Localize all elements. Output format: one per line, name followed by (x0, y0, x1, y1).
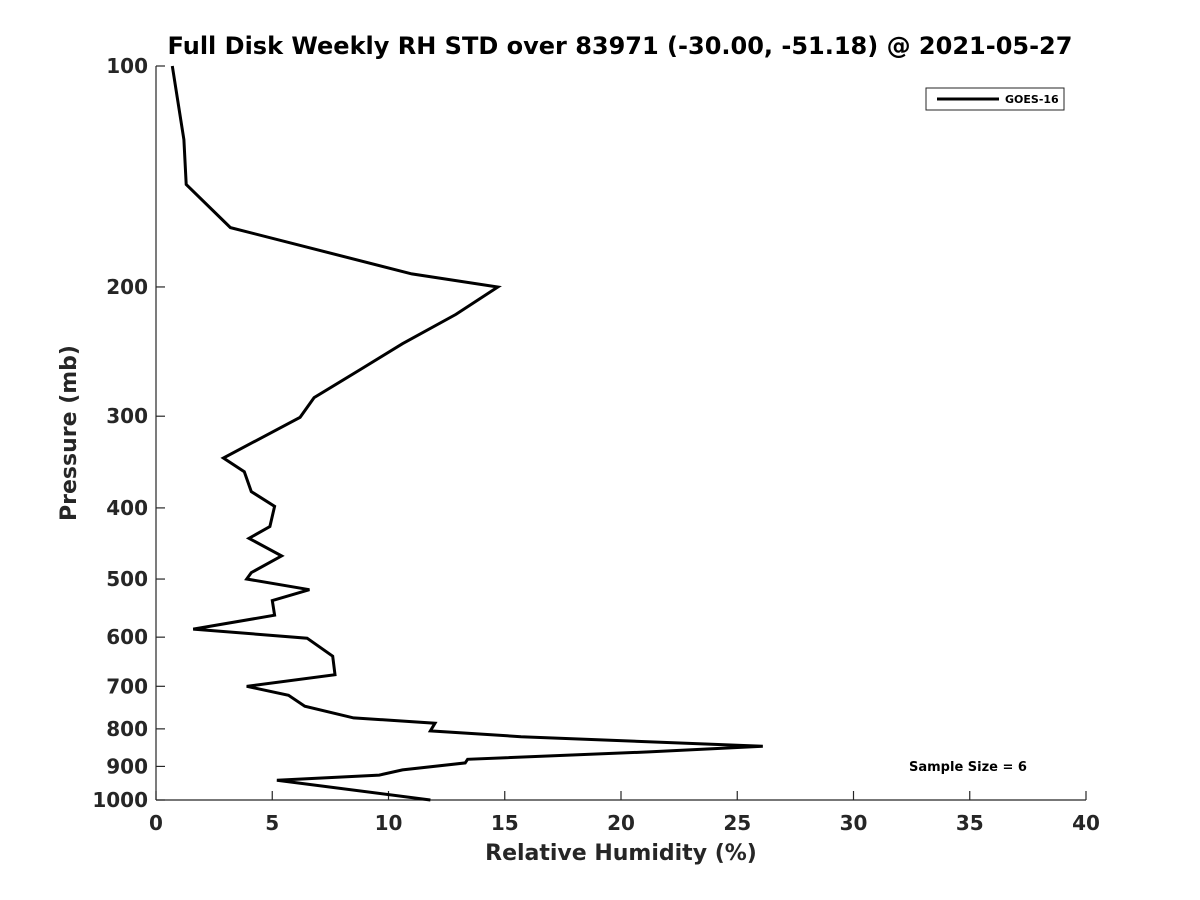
legend: GOES-16 (925, 87, 1065, 111)
legend-entry-goes-16: GOES-16 (1005, 93, 1059, 106)
x-tick-label: 40 (1072, 811, 1100, 835)
series-layer (170, 65, 763, 802)
chart-title: Full Disk Weekly RH STD over 83971 (-30.… (168, 32, 1073, 60)
y-tick-label: 900 (106, 754, 148, 778)
x-tick-label: 15 (491, 811, 519, 835)
x-tick-label: 35 (956, 811, 984, 835)
y-tick-label: 200 (106, 275, 148, 299)
y-tick-label: 400 (106, 496, 148, 520)
x-tick-label: 20 (607, 811, 635, 835)
y-tick-label: 600 (106, 625, 148, 649)
y-tick-label: 500 (106, 567, 148, 591)
y-tick-label: 300 (106, 404, 148, 428)
x-axis-ticks: 0 5 10 15 20 25 30 35 40 (149, 791, 1100, 835)
x-tick-label: 25 (723, 811, 751, 835)
y-tick-label: 1000 (92, 788, 148, 812)
y-axis-ticks: 100 200 300 400 500 600 700 800 900 1000 (92, 54, 165, 812)
x-tick-label: 30 (840, 811, 868, 835)
series-line-goes-16 (170, 65, 763, 802)
x-axis-label: Relative Humidity (%) (485, 841, 757, 866)
y-tick-label: 100 (106, 54, 148, 78)
y-tick-label: 700 (106, 674, 148, 698)
x-tick-label: 5 (265, 811, 279, 835)
y-tick-label: 800 (106, 717, 148, 741)
y-axis-label: Pressure (mb) (57, 345, 82, 521)
sample-size-annotation: Sample Size = 6 (909, 760, 1027, 775)
x-tick-label: 10 (375, 811, 403, 835)
x-tick-label: 0 (149, 811, 163, 835)
